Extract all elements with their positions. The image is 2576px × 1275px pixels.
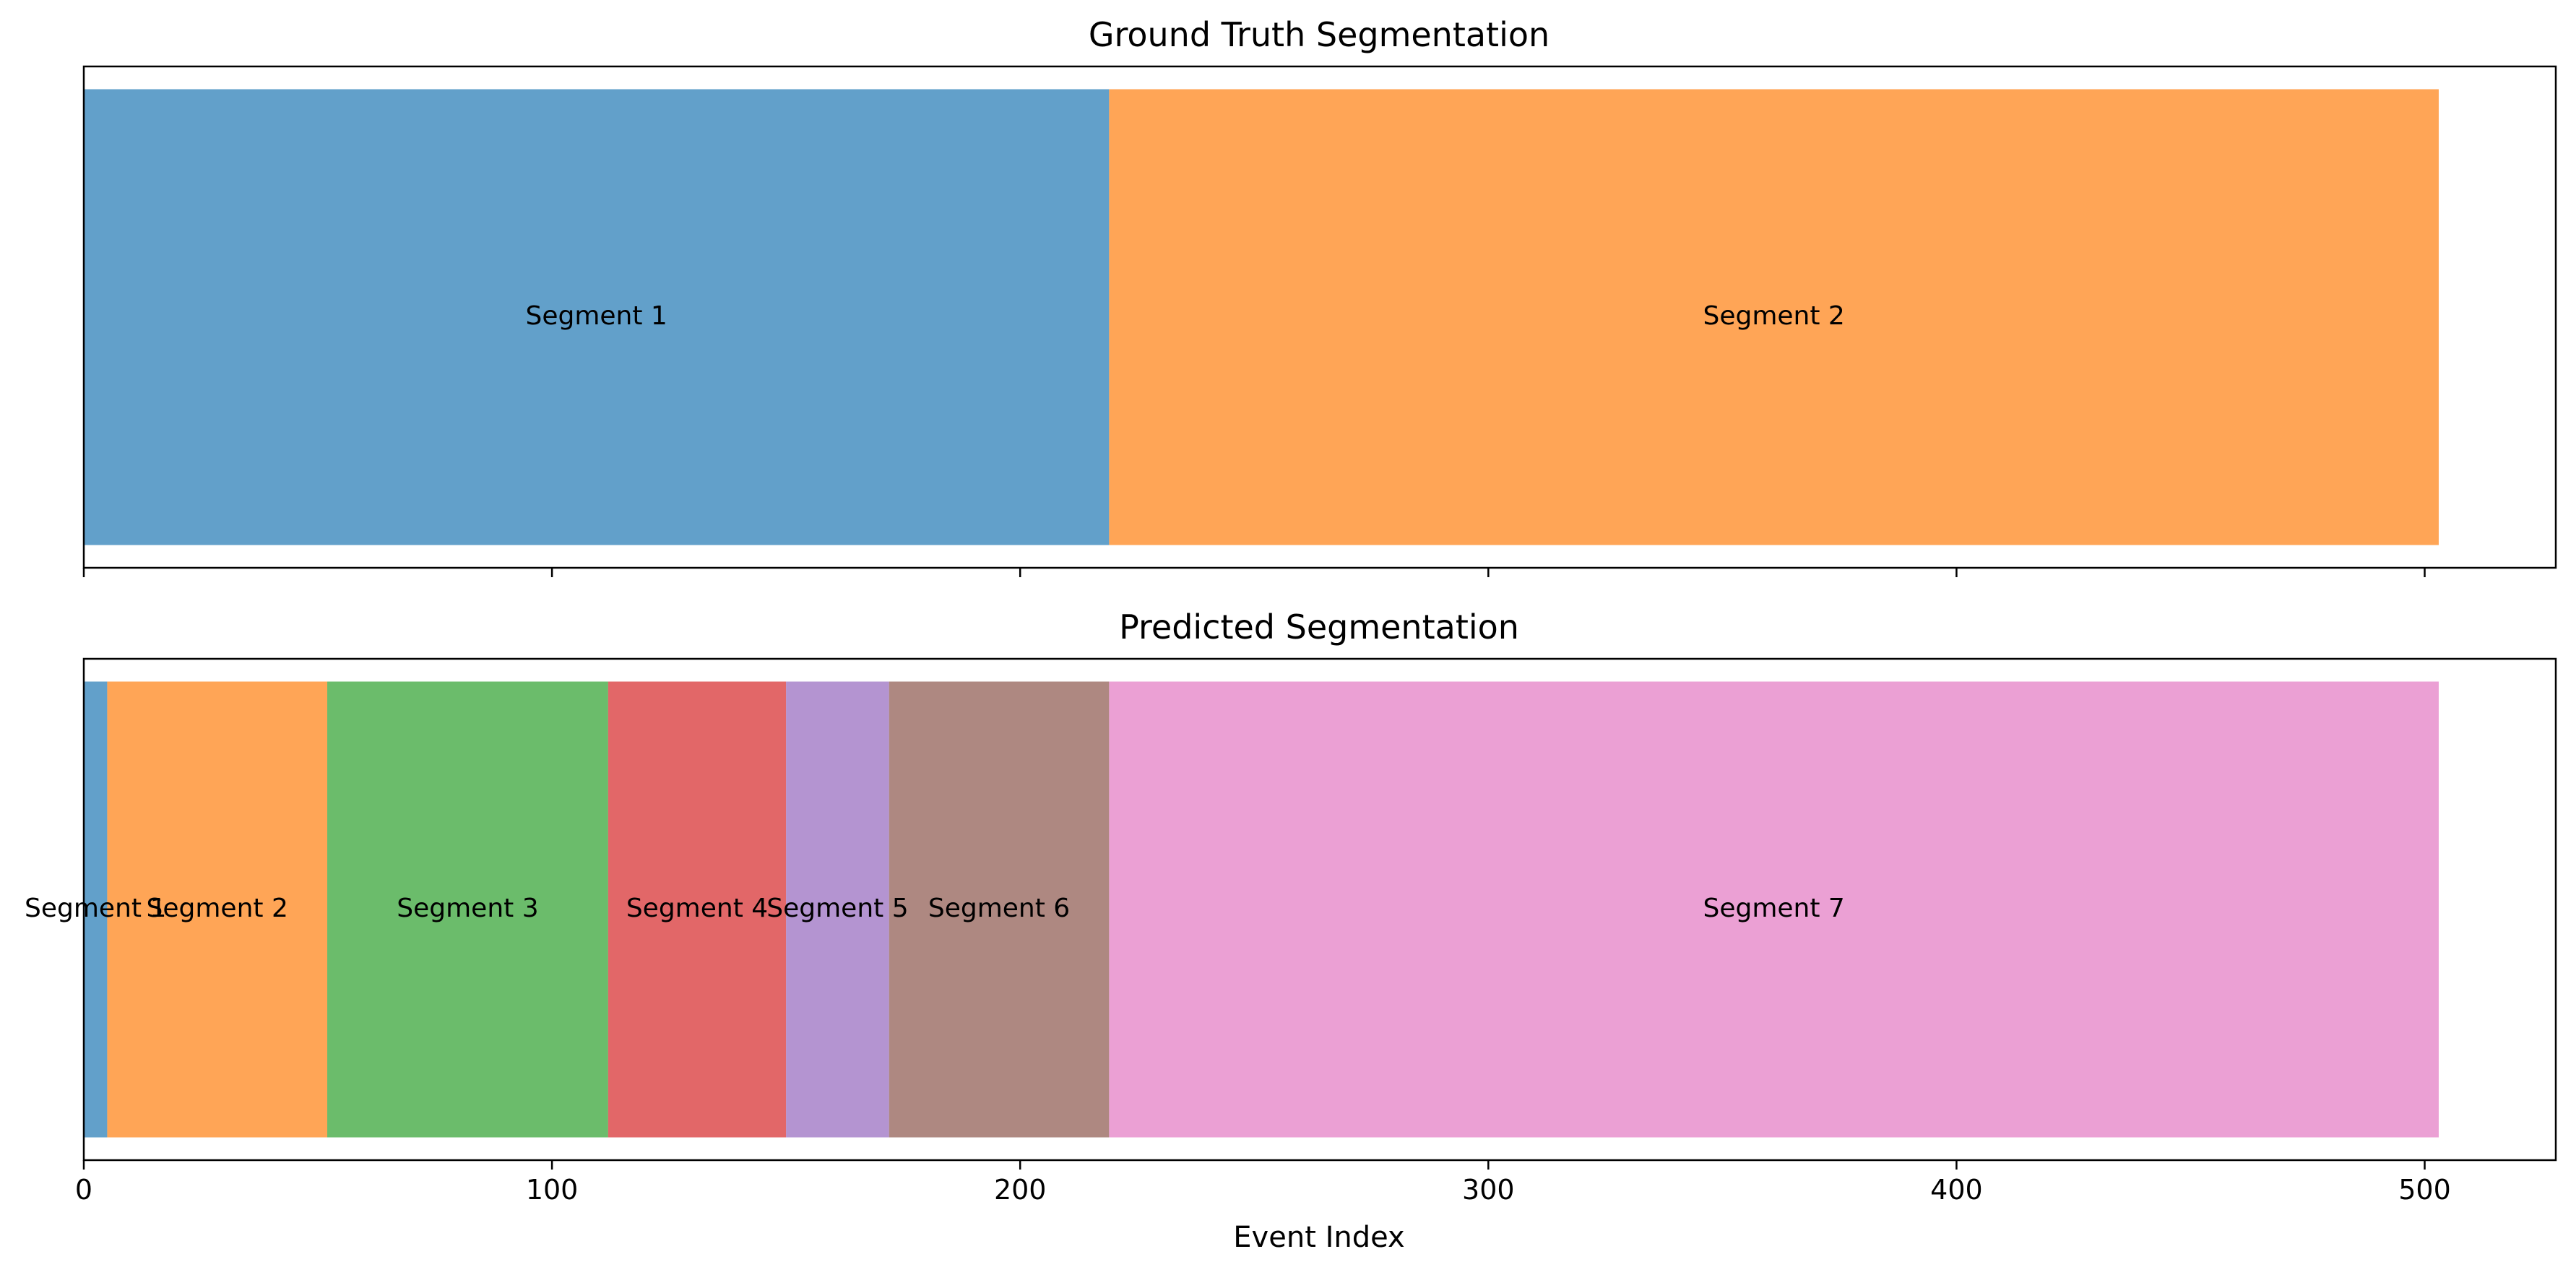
- ground-truth-label-segment-2: Segment 2: [1703, 301, 1844, 331]
- ground-truth-axes-frame: [82, 65, 2557, 569]
- predicted-label-segment-2: Segment 2: [147, 894, 288, 923]
- predicted-x-tick-label-400: 400: [1930, 1174, 1983, 1206]
- predicted-label-segment-4: Segment 4: [626, 894, 768, 923]
- predicted-bar-segment-7: [1109, 681, 2439, 1138]
- predicted-bar-segment-4: [608, 681, 787, 1138]
- ground-truth-title: Ground Truth Segmentation: [1089, 15, 1550, 54]
- predicted-x-ticks: 0 100 200 300 400 500: [75, 1160, 2451, 1206]
- ground-truth-bar-segment-1: [84, 89, 1110, 545]
- predicted-title: Predicted Segmentation: [1119, 608, 1519, 647]
- predicted-label-segment-5: Segment 5: [766, 894, 908, 923]
- predicted-bar-segment-5: [786, 681, 889, 1138]
- predicted-bar-segment-1: [84, 681, 108, 1138]
- ground-truth-bar-segment-2: [1109, 89, 2439, 545]
- predicted-x-tick-label-300: 300: [1462, 1174, 1515, 1206]
- predicted-bar-segment-2: [107, 681, 328, 1138]
- predicted-label-segment-6: Segment 6: [928, 894, 1070, 923]
- ground-truth-segments: Segment 1 Segment 2: [84, 89, 2439, 545]
- predicted-x-tick-label-100: 100: [526, 1174, 579, 1206]
- predicted-label-segment-3: Segment 3: [397, 894, 538, 923]
- ground-truth-x-ticks: [82, 568, 2426, 577]
- predicted-label-segment-7: Segment 7: [1703, 894, 1844, 923]
- predicted-bar-segment-3: [327, 681, 608, 1138]
- predicted-panel: Predicted Segmentation Segment 1Segment …: [25, 608, 2557, 1254]
- predicted-x-tick-label-500: 500: [2398, 1174, 2451, 1206]
- predicted-x-tick-label-0: 0: [75, 1174, 92, 1206]
- ground-truth-label-segment-1: Segment 1: [525, 301, 667, 331]
- predicted-axes-frame: [82, 657, 2557, 1162]
- ground-truth-panel: Ground Truth Segmentation Segment 1 Segme…: [82, 15, 2557, 577]
- predicted-bar-segment-6: [889, 681, 1110, 1138]
- predicted-label-segment-1: Segment 1: [25, 894, 166, 923]
- x-axis-label: Event Index: [1233, 1221, 1404, 1254]
- predicted-x-tick-label-200: 200: [994, 1174, 1047, 1206]
